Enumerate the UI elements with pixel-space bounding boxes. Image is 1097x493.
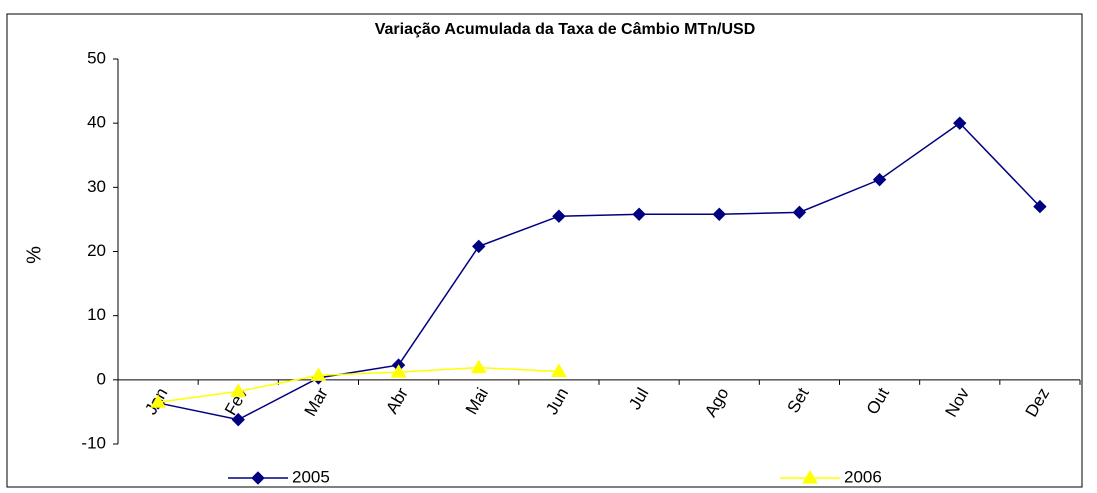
data-point	[872, 172, 887, 187]
data-point	[310, 367, 327, 381]
data-point	[472, 239, 486, 254]
data-point	[792, 205, 807, 220]
legend-label: 2006	[844, 467, 882, 486]
data-point	[230, 383, 247, 397]
legend-marker	[802, 470, 818, 484]
series-line	[157, 366, 559, 404]
data-point	[470, 359, 487, 374]
chart-title: Variação Acumulada da Taxa de Câmbio MTn…	[375, 21, 756, 38]
y-axis-label: %	[23, 246, 45, 264]
y-tick-label: 10	[87, 305, 106, 324]
data-point	[712, 207, 726, 221]
y-tick-label: 30	[87, 177, 106, 196]
data-point	[231, 412, 245, 427]
data-point	[953, 116, 967, 130]
data-point	[1033, 199, 1047, 214]
data-point	[552, 209, 566, 223]
y-tick-label: -10	[81, 433, 106, 452]
legend-label: 2005	[292, 467, 330, 486]
y-tick-label: 50	[87, 48, 106, 67]
data-point	[150, 394, 166, 408]
legend-marker	[251, 471, 265, 485]
data-point	[390, 364, 407, 378]
data-point	[551, 363, 567, 377]
series-line	[157, 122, 1041, 421]
chart-border	[6, 13, 1083, 488]
y-tick-label: 40	[87, 113, 106, 132]
y-tick-label: 0	[97, 369, 106, 388]
y-tick-label: 20	[87, 241, 106, 260]
data-point	[632, 207, 646, 221]
